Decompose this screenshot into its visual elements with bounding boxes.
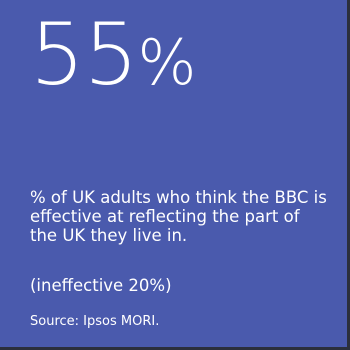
stat-number: 55 bbox=[30, 5, 138, 105]
headline-stat: 55% bbox=[30, 12, 196, 98]
stat-description: % of UK adults who think the BBC is effe… bbox=[30, 188, 327, 245]
source-note: Source: Ipsos MORI. bbox=[30, 314, 160, 329]
stat-percent-sign: % bbox=[137, 26, 197, 99]
ineffective-note: (ineffective 20%) bbox=[30, 276, 172, 295]
